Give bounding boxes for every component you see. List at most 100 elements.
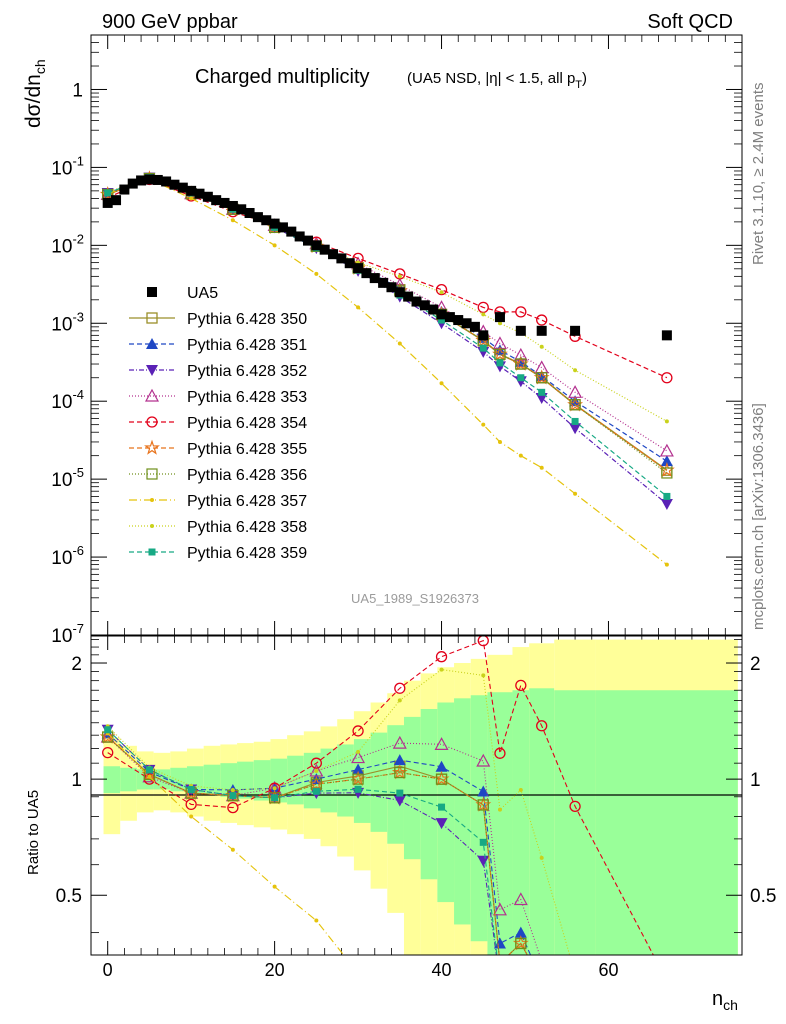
mcplots-label: mcplots.cern.ch [arXiv:1306.3436] (750, 403, 767, 630)
ratio-point (352, 763, 365, 775)
ratio-plot-frame (90, 635, 743, 956)
legend-marker (146, 416, 158, 428)
series-point (517, 374, 525, 382)
ratio-plot-panel: 0 20 40 60 0.5 0.5 1 1 2 2 (56, 635, 776, 980)
series-point (479, 344, 487, 352)
data-point (378, 277, 389, 288)
ratio-y-axis-label: Ratio to UA5 (25, 790, 42, 875)
ratio-line (107, 639, 654, 955)
ratio-point (314, 918, 319, 923)
ratio-point (230, 787, 235, 792)
series-point (356, 305, 361, 310)
legend: UA5 Pythia 6.428 350 Pythia 6.428 351 Pythi… (129, 285, 307, 562)
data-point (411, 296, 422, 307)
series-point (439, 381, 444, 386)
data-point (136, 175, 147, 186)
ratio-point (477, 785, 490, 797)
legend-entry: Pythia 6.428 350 (129, 311, 307, 328)
data-point (661, 330, 672, 341)
header-right-label: Soft QCD (647, 11, 733, 33)
series-point (538, 388, 546, 396)
main-axis-ticks: 10-7 10-6 10-5 10-4 10-3 10-2 10-1 1 (51, 34, 743, 955)
series-point (397, 341, 402, 346)
legend-entry: Pythia 6.428 352 (129, 363, 307, 380)
ratio-point (269, 792, 281, 804)
chart-title: Charged multiplicity (195, 66, 370, 88)
ratio-point (352, 725, 364, 737)
main-series-layer (99, 170, 675, 567)
series-point (536, 314, 548, 326)
legend-marker (147, 287, 157, 297)
ratio-band-green (420, 708, 438, 880)
ratio-point (438, 803, 446, 811)
data-point (144, 174, 155, 185)
ratio-line (107, 733, 345, 955)
y-tick-label: 10-7 (51, 621, 84, 647)
legend-label: Pythia 6.428 352 (187, 363, 307, 380)
ratio-point (435, 818, 448, 830)
ratio-band-green (437, 702, 455, 903)
ratio-p359 (104, 726, 498, 955)
data-point (494, 312, 505, 323)
data-point (211, 195, 222, 206)
legend-marker (146, 468, 158, 480)
data-point (461, 318, 472, 329)
series-point (515, 358, 527, 370)
legend-entry: Pythia 6.428 356 (129, 467, 307, 484)
legend-label: Pythia 6.428 353 (187, 389, 307, 406)
ratio-point (189, 814, 194, 819)
ratio-point (536, 720, 548, 732)
ratio-point (477, 636, 489, 647)
ratio-point (229, 792, 237, 800)
series-point (573, 368, 578, 373)
series-point (104, 189, 112, 197)
ratio-band-green (512, 690, 530, 955)
data-point (227, 200, 238, 211)
data-point (453, 315, 464, 326)
series-point (536, 372, 548, 384)
data-point (111, 195, 122, 206)
legend-label: Pythia 6.428 351 (187, 337, 307, 354)
legend-entry: Pythia 6.428 359 (129, 545, 307, 562)
ratio-point (492, 902, 507, 916)
ratio-point (272, 786, 277, 791)
data-point (219, 197, 230, 208)
series-point (497, 439, 502, 444)
data-point (252, 212, 263, 223)
ratio-band-green (529, 688, 555, 955)
data-point (236, 204, 247, 215)
legend-entry: Pythia 6.428 358 (129, 519, 307, 536)
ratio-point (393, 754, 406, 766)
data-point (186, 185, 197, 196)
series-point (397, 274, 402, 279)
x-tick-label: 40 (432, 960, 452, 980)
y-tick-label: 10-3 (51, 309, 84, 335)
legend-label: Pythia 6.428 354 (187, 415, 307, 432)
data-point (319, 244, 330, 255)
data-point (353, 263, 364, 274)
ratio-tick-label-left: 2 (71, 654, 82, 675)
ratio-point (393, 795, 406, 807)
y-tick-label: 10-6 (51, 543, 84, 569)
ratio-band-green (470, 695, 488, 942)
ratio-tick-label-right: 1 (750, 770, 761, 791)
data-point (261, 215, 272, 226)
ratio-point (312, 787, 320, 795)
legend-marker (146, 312, 158, 324)
ratio-point (515, 937, 527, 950)
legend-marker (146, 365, 158, 376)
legend-label: UA5 (187, 285, 218, 302)
ratio-point (187, 785, 195, 793)
series-point (481, 422, 486, 427)
series-point (438, 316, 446, 324)
data-point (244, 207, 255, 218)
ratio-point (494, 747, 506, 759)
chart-subtitle: (UA5 NSD, |η| < 1.5, all pT) (407, 70, 587, 91)
legend-entry: Pythia 6.428 357 (129, 493, 307, 510)
ratio-point (477, 799, 489, 811)
series-point (659, 443, 674, 457)
series-point (496, 359, 504, 367)
series-point (513, 347, 528, 361)
legend-marker (144, 439, 160, 455)
